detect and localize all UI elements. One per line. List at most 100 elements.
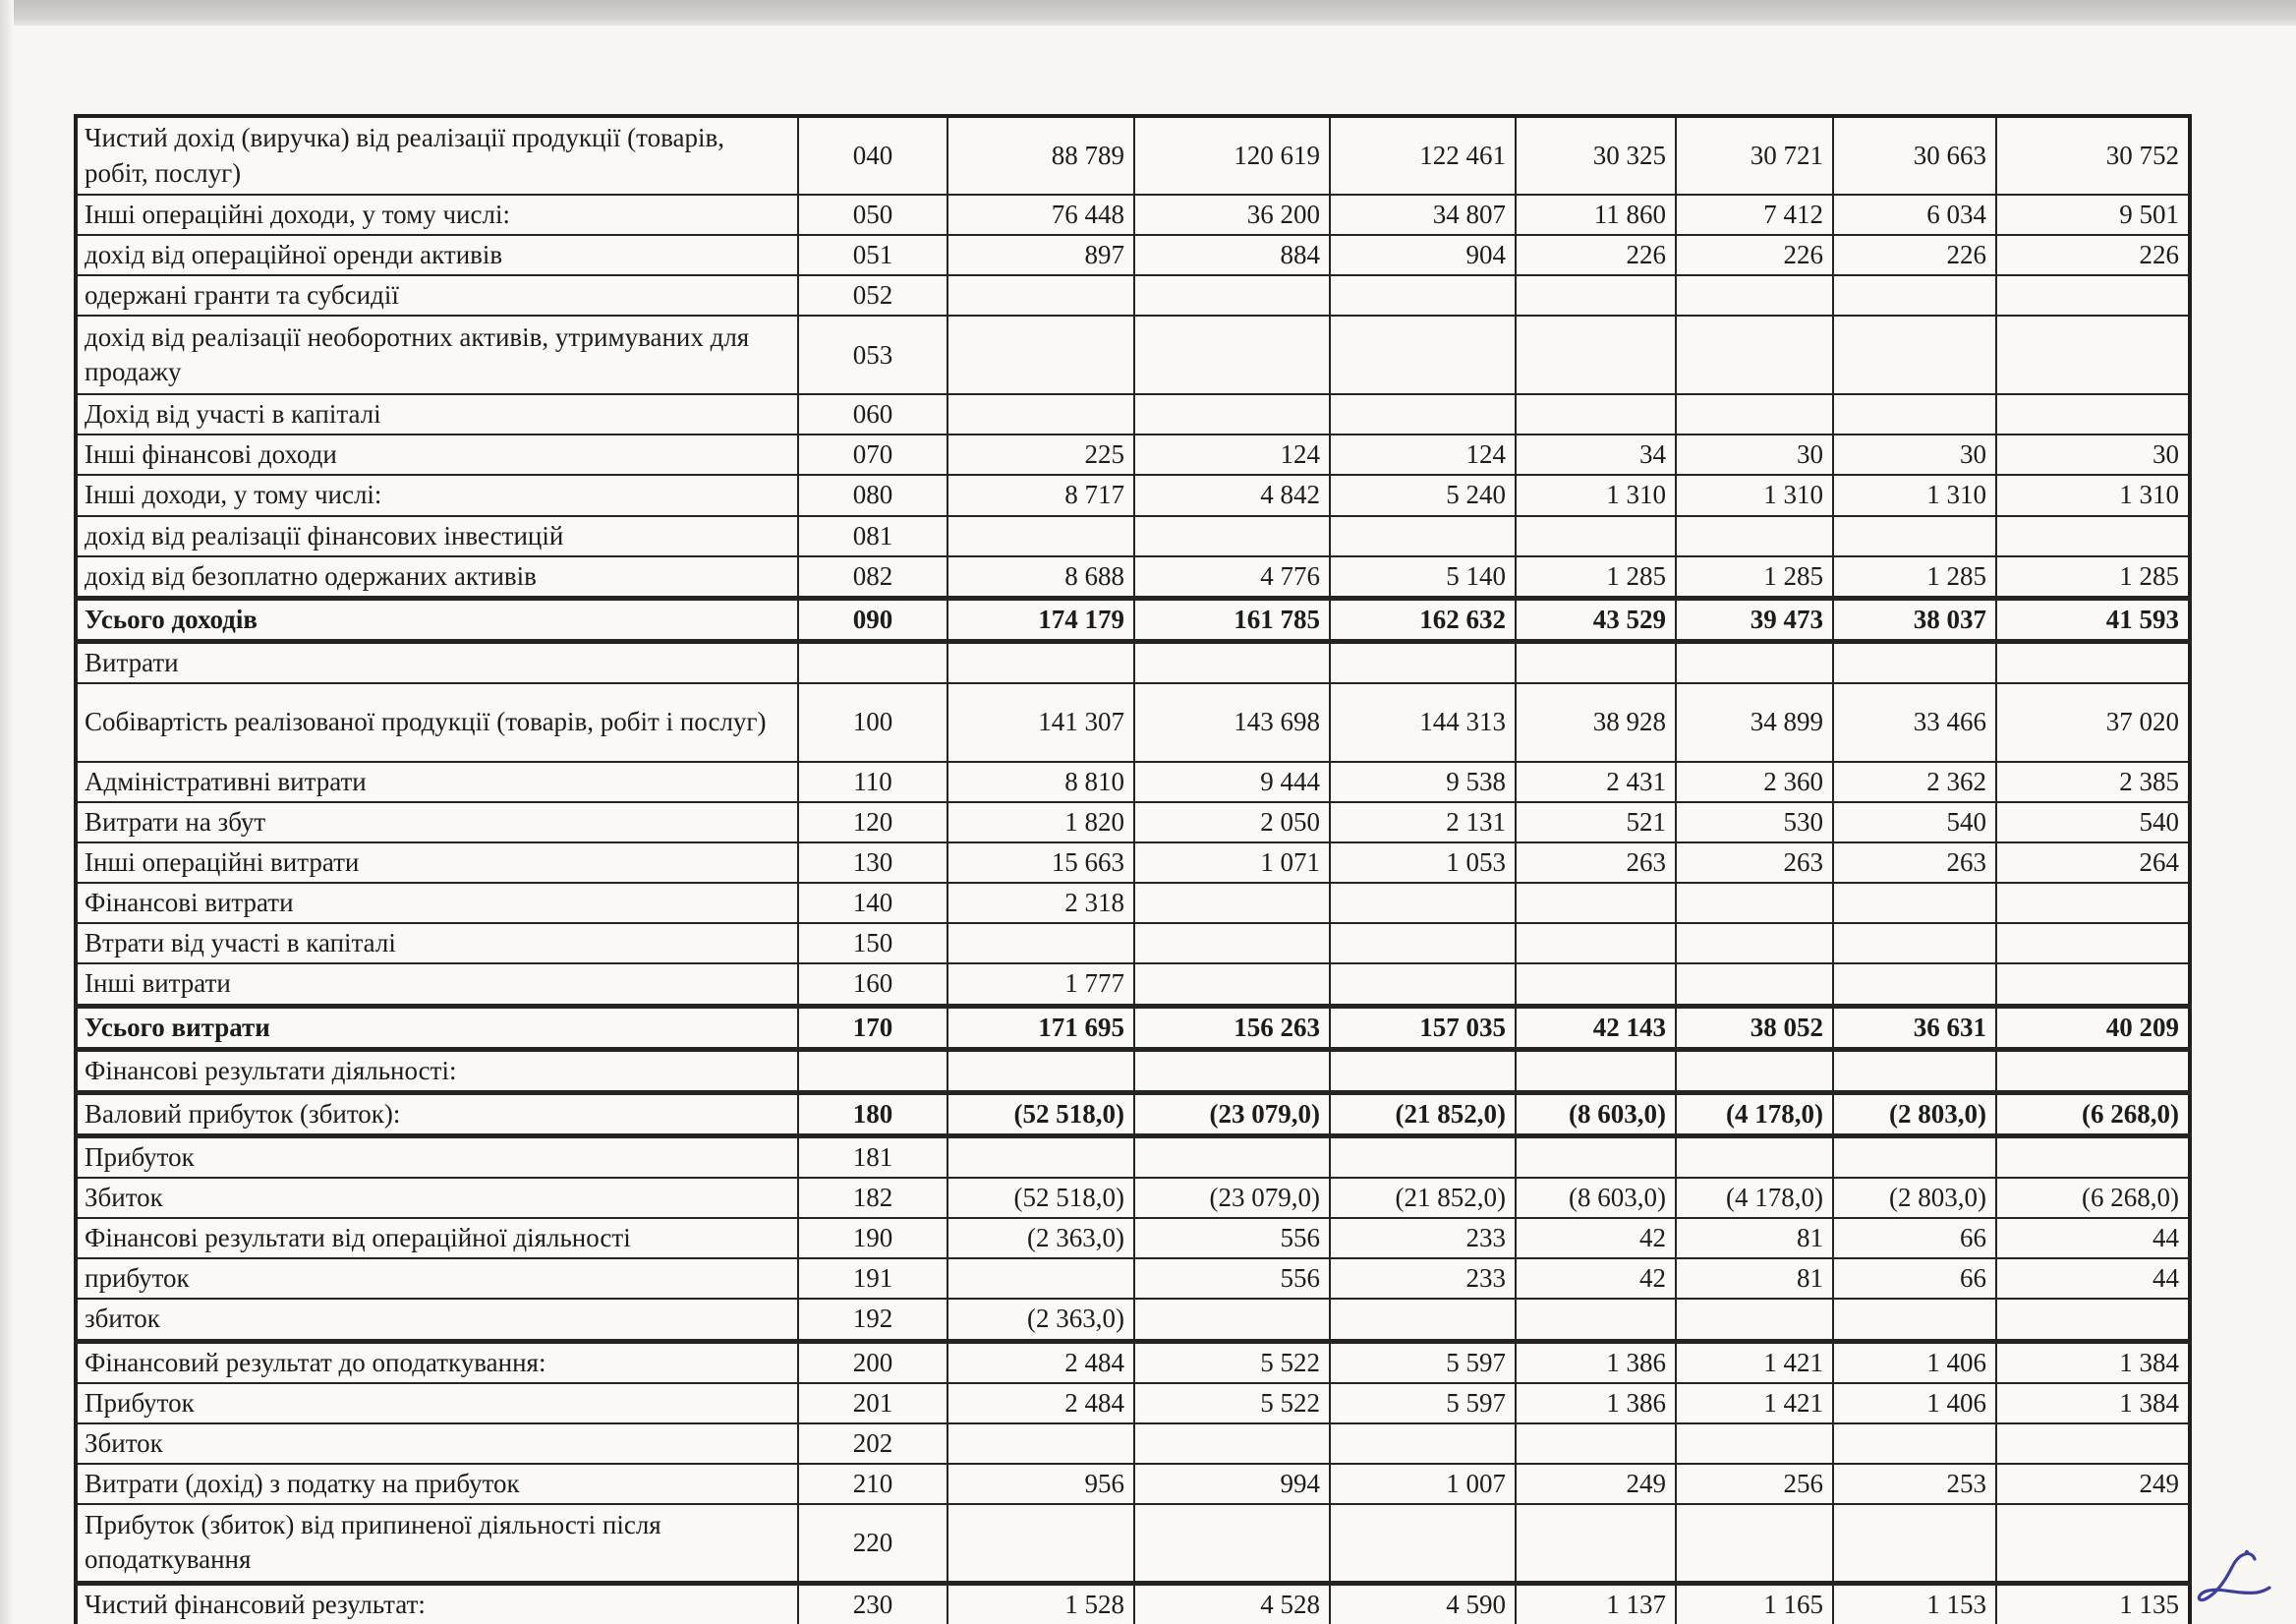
table-row: Прибуток 181 bbox=[75, 1134, 2191, 1179]
value-cell: 1 386 bbox=[1515, 1338, 1677, 1384]
row-code-cell: 052 bbox=[797, 274, 948, 318]
value-cell: 4 590 bbox=[1329, 1580, 1517, 1624]
value-cell: (21 852,0) bbox=[1329, 1176, 1517, 1219]
value-cell: 249 bbox=[1515, 1462, 1677, 1506]
value-cell bbox=[1832, 274, 1997, 318]
row-code-cell: 100 bbox=[797, 681, 948, 763]
value-cell bbox=[1995, 882, 2191, 925]
value-cell: 5 597 bbox=[1329, 1338, 1517, 1384]
value-cell: 1 153 bbox=[1832, 1580, 1997, 1624]
value-cell: (23 079,0) bbox=[1133, 1176, 1331, 1219]
value-cell bbox=[1675, 274, 1834, 318]
value-cell: 42 bbox=[1515, 1257, 1677, 1301]
value-cell: 122 461 bbox=[1329, 115, 1517, 196]
value-cell: 253 bbox=[1832, 1462, 1997, 1506]
scanner-edge-left bbox=[0, 0, 14, 1624]
value-cell: 162 632 bbox=[1329, 595, 1517, 644]
value-cell bbox=[947, 1134, 1135, 1179]
value-cell bbox=[1995, 1298, 2191, 1343]
value-cell bbox=[1133, 1134, 1331, 1179]
row-label-cell: дохід від безоплатно одержаних активів bbox=[75, 554, 799, 600]
row-code-cell: 110 bbox=[797, 760, 948, 804]
value-cell: 81 bbox=[1675, 1257, 1834, 1301]
value-cell bbox=[1675, 640, 1834, 684]
value-cell: 38 037 bbox=[1832, 595, 1997, 644]
row-code-cell: 201 bbox=[797, 1381, 948, 1424]
row-label-cell: Витрати bbox=[75, 640, 799, 684]
value-cell: 30 325 bbox=[1515, 115, 1677, 196]
value-cell: 37 020 bbox=[1995, 681, 2191, 763]
value-cell bbox=[1995, 315, 2191, 396]
table-row: Усього витрати 170 171 695 156 263 157 035 42… bbox=[75, 1003, 2191, 1052]
value-cell: 33 466 bbox=[1832, 681, 1997, 763]
row-label-cell: Прибуток bbox=[75, 1381, 799, 1424]
value-cell bbox=[1832, 514, 1997, 557]
value-cell: 4 842 bbox=[1133, 474, 1331, 517]
row-code-cell: 040 bbox=[797, 115, 948, 196]
value-cell bbox=[1515, 274, 1677, 318]
row-code-cell: 170 bbox=[797, 1003, 948, 1052]
row-label-cell: Дохід від участі в капіталі bbox=[75, 393, 799, 436]
value-cell: 521 bbox=[1515, 801, 1677, 844]
row-label-cell: Інші операційні доходи, у тому числі: bbox=[75, 193, 799, 237]
value-cell: 1 310 bbox=[1675, 474, 1834, 517]
table-row: Прибуток (збиток) від припиненої діяльно… bbox=[75, 1503, 2191, 1585]
value-cell: 8 688 bbox=[947, 554, 1135, 600]
value-cell: 1 285 bbox=[1515, 554, 1677, 600]
value-cell: 34 899 bbox=[1675, 681, 1834, 763]
row-code-cell: 060 bbox=[797, 393, 948, 436]
table-row: Фінансові витрати 140 2 318 bbox=[75, 882, 2191, 925]
value-cell: 6 034 bbox=[1832, 193, 1997, 237]
value-cell: 1 386 bbox=[1515, 1381, 1677, 1424]
row-label-cell: Збиток bbox=[75, 1421, 799, 1465]
value-cell: 5 522 bbox=[1133, 1338, 1331, 1384]
row-label-cell: дохід від операційної оренди активів bbox=[75, 234, 799, 277]
value-cell bbox=[1515, 640, 1677, 684]
row-label-cell: Усього витрати bbox=[75, 1003, 799, 1052]
value-cell: 530 bbox=[1675, 801, 1834, 844]
row-label-cell: Інші фінансові доходи bbox=[75, 434, 799, 477]
row-label-cell: Собівартість реалізованої продукції (тов… bbox=[75, 681, 799, 763]
value-cell: 1 777 bbox=[947, 962, 1135, 1007]
value-cell: 1 071 bbox=[1133, 841, 1331, 885]
value-cell: 30 752 bbox=[1995, 115, 2191, 196]
value-cell: 2 431 bbox=[1515, 760, 1677, 804]
value-cell: 30 721 bbox=[1675, 115, 1834, 196]
value-cell: 884 bbox=[1133, 234, 1331, 277]
value-cell bbox=[1515, 393, 1677, 436]
table-row: Збиток 182 (52 518,0) (23 079,0) (21 852,0)(… bbox=[75, 1176, 2191, 1219]
value-cell bbox=[1329, 315, 1517, 396]
value-cell bbox=[1133, 393, 1331, 436]
value-cell: 143 698 bbox=[1133, 681, 1331, 763]
row-label-cell: Інші операційні витрати bbox=[75, 841, 799, 885]
row-label-cell: Втрати від участі в капіталі bbox=[75, 922, 799, 965]
table-row: Інші фінансові доходи 070 225 124 124 34 30 30 3… bbox=[75, 434, 2191, 477]
value-cell: 956 bbox=[947, 1462, 1135, 1506]
value-cell bbox=[1133, 1421, 1331, 1465]
value-cell: (52 518,0) bbox=[947, 1176, 1135, 1219]
value-cell: 225 bbox=[947, 434, 1135, 477]
value-cell bbox=[1675, 922, 1834, 965]
value-cell bbox=[1329, 962, 1517, 1007]
value-cell bbox=[1515, 514, 1677, 557]
value-cell bbox=[947, 514, 1135, 557]
value-cell bbox=[947, 1503, 1135, 1585]
row-code-cell: 081 bbox=[797, 514, 948, 557]
row-label-cell: Чистий дохід (виручка) від реалізації пр… bbox=[75, 115, 799, 196]
value-cell: (52 518,0) bbox=[947, 1089, 1135, 1138]
value-cell bbox=[1515, 1048, 1677, 1094]
value-cell: 11 860 bbox=[1515, 193, 1677, 237]
value-cell bbox=[1133, 1048, 1331, 1094]
value-cell bbox=[1133, 962, 1331, 1007]
value-cell: 1 135 bbox=[1995, 1580, 2191, 1624]
value-cell bbox=[947, 640, 1135, 684]
row-code-cell: 210 bbox=[797, 1462, 948, 1506]
value-cell: 1 285 bbox=[1995, 554, 2191, 600]
value-cell: 120 619 bbox=[1133, 115, 1331, 196]
value-cell bbox=[1675, 1048, 1834, 1094]
value-cell: 1 165 bbox=[1675, 1580, 1834, 1624]
value-cell: 39 473 bbox=[1675, 595, 1834, 644]
value-cell: (2 803,0) bbox=[1832, 1176, 1997, 1219]
value-cell: 1 053 bbox=[1329, 841, 1517, 885]
row-label-cell: Фінансові результати діяльності: bbox=[75, 1048, 799, 1094]
